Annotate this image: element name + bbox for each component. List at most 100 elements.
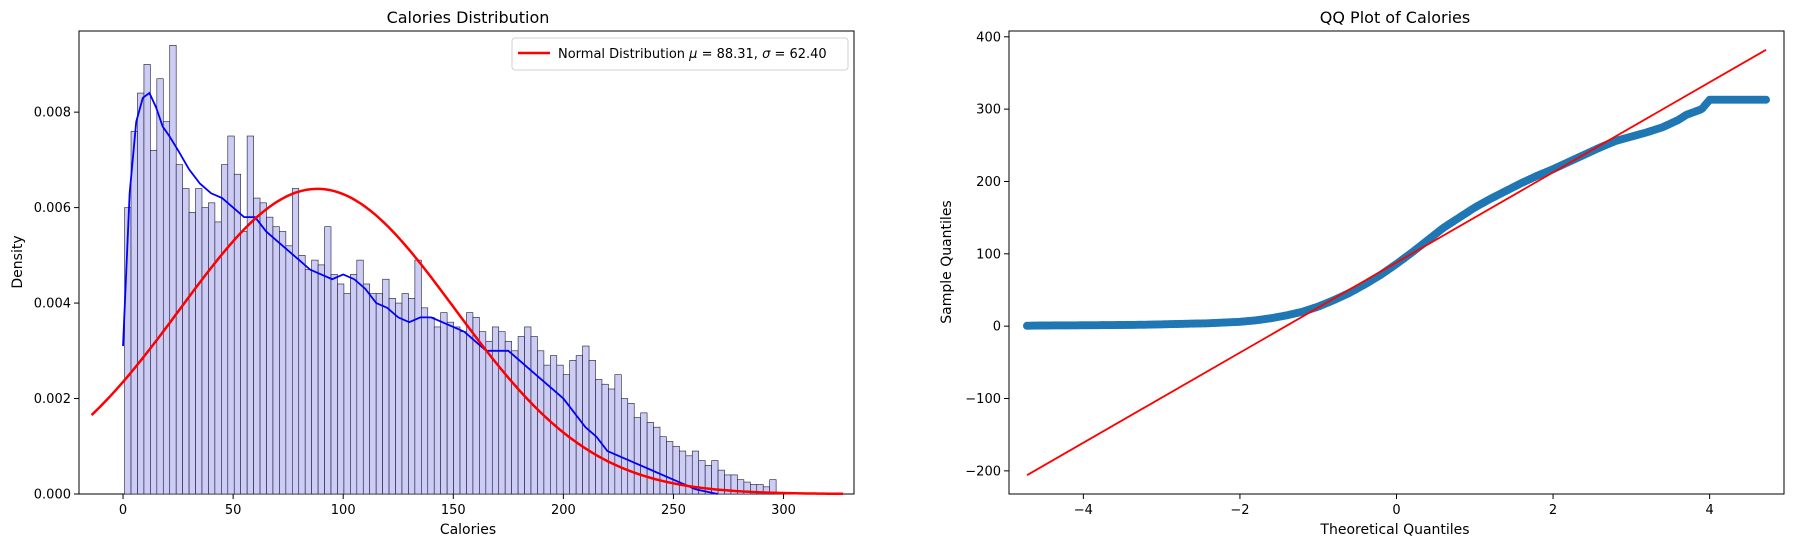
x-tick-label: 0 bbox=[1392, 503, 1400, 518]
x-tick: 50 bbox=[225, 494, 242, 518]
histogram-bar bbox=[504, 340, 512, 495]
y-tick: 0.000 bbox=[34, 488, 79, 503]
histogram-bar bbox=[433, 326, 441, 495]
x-tick-label: 100 bbox=[331, 503, 356, 518]
y-tick: 300 bbox=[976, 103, 1009, 118]
histogram-bar bbox=[524, 326, 532, 495]
histogram-bar bbox=[201, 207, 209, 495]
histogram-bar bbox=[259, 202, 267, 495]
histogram-bar bbox=[395, 302, 403, 495]
histogram-bar bbox=[208, 202, 216, 495]
histogram-bar bbox=[588, 360, 596, 495]
histogram-bar bbox=[479, 331, 487, 495]
normal-curve bbox=[90, 187, 843, 496]
y-tick-label: 200 bbox=[976, 175, 1001, 190]
histogram-bar bbox=[614, 374, 622, 495]
histogram-bar bbox=[446, 321, 454, 495]
histogram-bar bbox=[511, 350, 519, 495]
x-axis-label: Theoretical Quantiles bbox=[1319, 522, 1469, 538]
y-tick-label: −100 bbox=[965, 392, 1001, 407]
histogram-bar bbox=[414, 259, 422, 495]
x-tick-label: 50 bbox=[225, 503, 242, 518]
histogram-bar bbox=[195, 188, 203, 495]
histogram-bar bbox=[291, 188, 300, 495]
histogram-bar bbox=[459, 331, 467, 495]
histogram-bar bbox=[491, 326, 500, 495]
histogram-bar bbox=[401, 293, 409, 495]
y-tick: 400 bbox=[976, 30, 1009, 45]
histogram-bar bbox=[569, 360, 577, 495]
histogram-bar bbox=[440, 312, 448, 495]
y-axis-ticks: 0.000 0.002 0.004 0.006 0.008 bbox=[34, 106, 79, 503]
histogram-bar bbox=[769, 479, 777, 495]
histogram-bar bbox=[169, 45, 177, 495]
y-tick-label: 0.000 bbox=[34, 488, 71, 503]
x-tick: 250 bbox=[661, 494, 686, 518]
histogram-bar bbox=[466, 312, 474, 495]
chart-title: Calories Distribution bbox=[387, 8, 550, 27]
histogram-bar bbox=[582, 345, 590, 495]
histogram-bar bbox=[408, 297, 416, 495]
histogram-bar bbox=[627, 403, 635, 495]
legend: Normal Distribution μ = 88.31, σ = 62.40 bbox=[511, 37, 849, 71]
histogram-bar bbox=[356, 259, 364, 495]
histogram-bar bbox=[375, 293, 383, 495]
y-tick-label: −200 bbox=[965, 464, 1001, 479]
histogram-bar bbox=[279, 231, 287, 495]
histogram-bar bbox=[537, 350, 545, 495]
histogram-bar bbox=[337, 283, 345, 495]
x-tick-label: 150 bbox=[441, 503, 466, 518]
histogram-bar bbox=[150, 150, 158, 495]
histogram-bar bbox=[246, 135, 254, 495]
x-tick-label: −4 bbox=[1074, 503, 1093, 518]
x-tick-label: −2 bbox=[1230, 503, 1249, 518]
x-tick: −4 bbox=[1074, 494, 1093, 518]
x-tick: 0 bbox=[119, 494, 127, 518]
histogram-bar bbox=[285, 245, 293, 495]
histogram-bar bbox=[653, 426, 661, 495]
reference-line bbox=[1026, 49, 1767, 476]
histogram-bar bbox=[485, 340, 493, 495]
kde-line bbox=[122, 91, 718, 495]
histogram-bar bbox=[369, 293, 377, 495]
histogram-bar bbox=[156, 78, 164, 495]
x-tick-label: 200 bbox=[551, 503, 576, 518]
x-tick-label: 300 bbox=[771, 503, 796, 518]
histogram-bar bbox=[240, 231, 248, 495]
y-tick: 0.002 bbox=[34, 392, 79, 407]
histogram-bar bbox=[330, 274, 338, 495]
histogram-bar bbox=[646, 422, 654, 495]
histogram-bar bbox=[666, 441, 674, 495]
histogram-bar bbox=[304, 269, 312, 495]
histogram-bar bbox=[388, 297, 396, 495]
y-tick: 200 bbox=[976, 175, 1009, 190]
histogram-bars bbox=[124, 45, 777, 495]
histogram-bar bbox=[298, 255, 306, 495]
x-tick: 100 bbox=[331, 494, 356, 518]
histogram-bar bbox=[620, 398, 629, 495]
x-tick: 2 bbox=[1549, 494, 1557, 518]
histogram-bar bbox=[601, 383, 609, 495]
histogram-bar bbox=[672, 445, 680, 495]
histogram-bar bbox=[350, 274, 358, 495]
histogram-bar bbox=[427, 317, 435, 495]
x-tick-label: 4 bbox=[1705, 503, 1713, 518]
x-tick: 300 bbox=[771, 494, 796, 518]
histogram-bar bbox=[266, 216, 274, 495]
x-axis-ticks: −4 −2 0 2 4 bbox=[1074, 494, 1714, 518]
histogram-bar bbox=[659, 436, 667, 495]
x-tick-label: 2 bbox=[1549, 503, 1557, 518]
histogram-bar bbox=[143, 64, 151, 495]
y-tick: 0 bbox=[993, 320, 1009, 335]
y-tick: −200 bbox=[965, 464, 1009, 479]
histogram-bar bbox=[453, 326, 461, 495]
qq-points bbox=[1023, 95, 1770, 330]
x-tick: 0 bbox=[1392, 494, 1401, 518]
histogram-bar bbox=[272, 226, 280, 495]
y-tick-label: 0.006 bbox=[34, 201, 71, 216]
x-tick: 150 bbox=[441, 494, 466, 518]
y-tick: 0.008 bbox=[34, 106, 79, 121]
y-axis-label: Sample Quantiles bbox=[939, 200, 955, 323]
y-tick: 0.004 bbox=[34, 297, 79, 312]
